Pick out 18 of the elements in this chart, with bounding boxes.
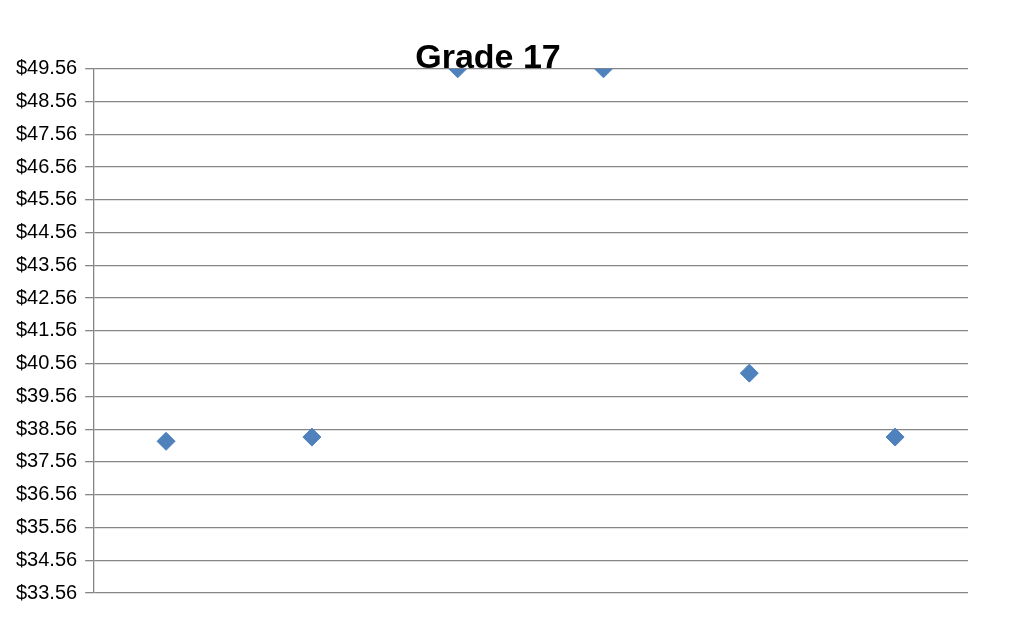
y-tick-label: $46.56 [16,154,78,177]
chart-title: Grade 17 [415,36,561,75]
y-tick-label: $40.56 [16,351,78,374]
y-tick-label: $37.56 [16,449,78,472]
y-tick-label: $48.56 [16,89,78,112]
y-tick-label: $33.56 [16,580,78,603]
y-tick-label: $45.56 [16,187,78,210]
y-tick-label: $43.56 [16,252,78,275]
y-tick-label: $36.56 [16,482,78,505]
y-tick-label: $42.56 [16,285,78,308]
y-tick-label: $44.56 [16,220,78,243]
y-tick-label: $38.56 [16,416,78,439]
y-tick-label: $39.56 [16,383,78,406]
y-tick-label: $41.56 [16,318,78,341]
y-tick-label: $34.56 [16,547,78,570]
y-tick-label: $35.56 [16,514,78,537]
y-tick-label: $49.56 [16,56,78,79]
y-tick-label: $47.56 [16,121,78,144]
